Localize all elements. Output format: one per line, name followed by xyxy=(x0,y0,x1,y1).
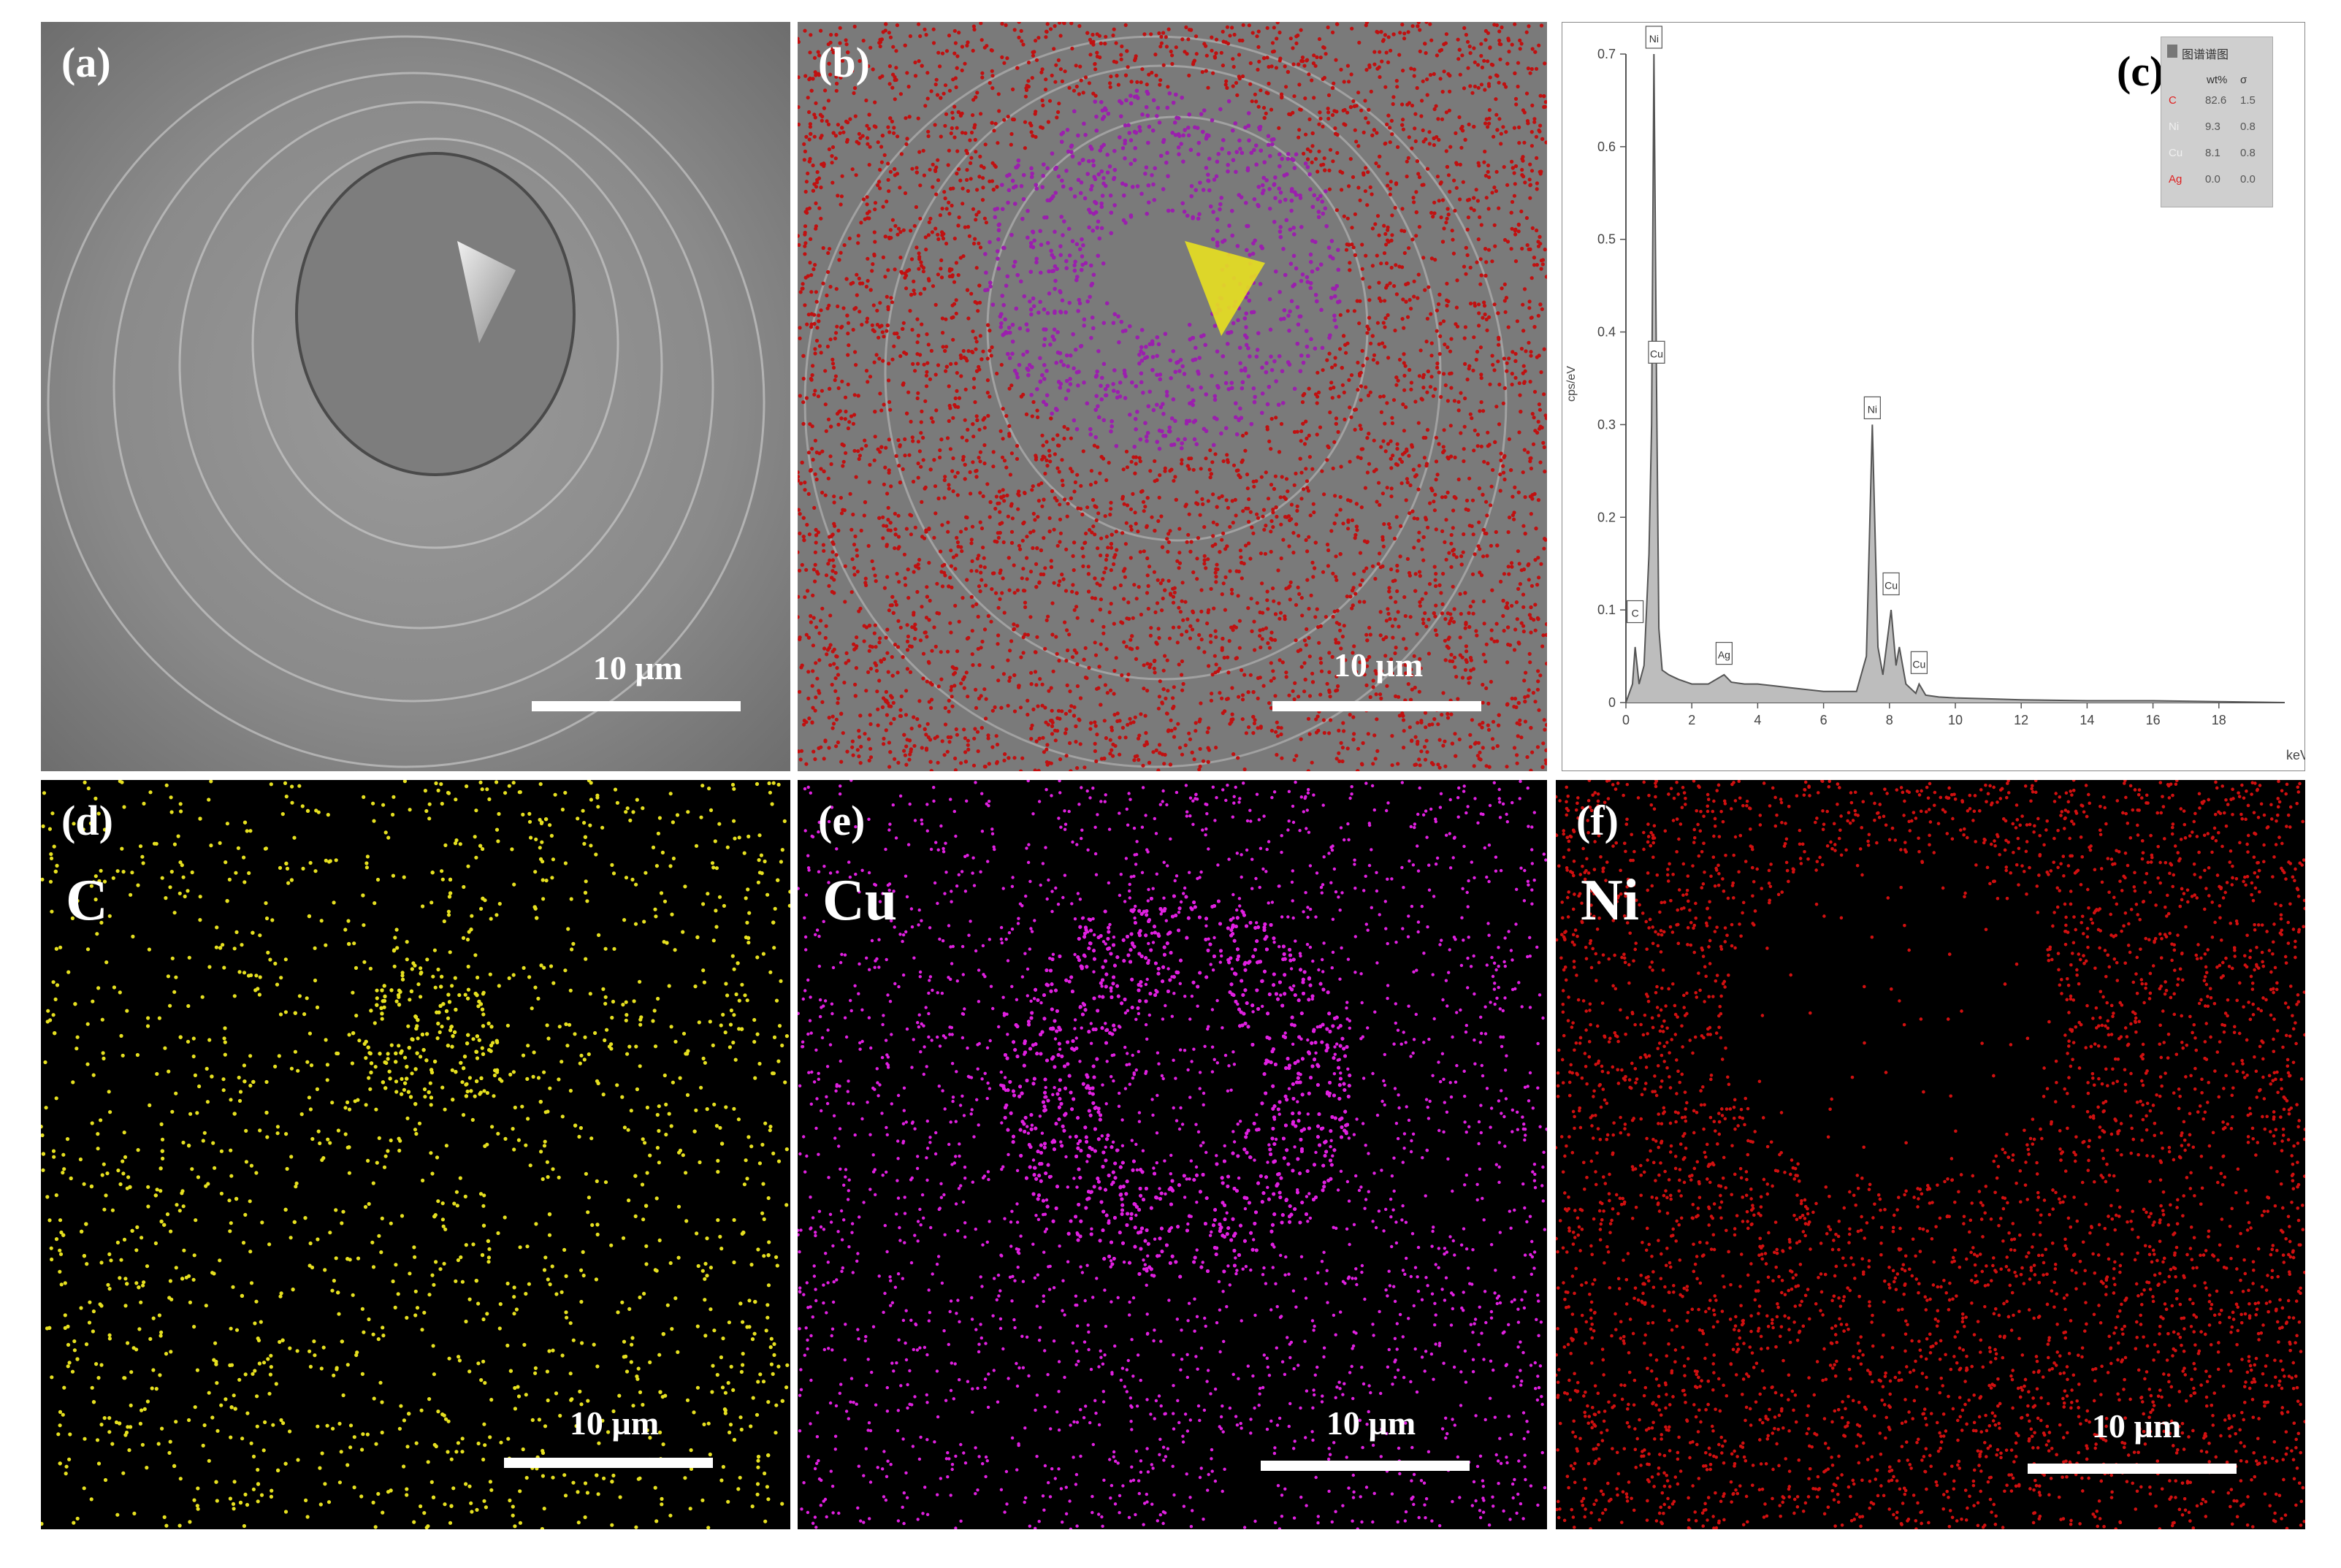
ni-map-image xyxy=(1556,780,2305,1529)
scalebar-label-d: 10 µm xyxy=(508,1404,720,1442)
peak-label: Ni xyxy=(1868,403,1877,415)
x-tick-label: 14 xyxy=(2080,713,2094,727)
peak-label-box xyxy=(1910,651,1928,674)
spectrum-line xyxy=(1625,53,2285,703)
peak-label-box xyxy=(1645,26,1662,49)
y-axis-label: cps/eV xyxy=(1565,366,1578,402)
panel-f-ni-map: (f) Ni 10 µm xyxy=(1556,780,2305,1529)
panel-b-layered-map: (b) 10 µm xyxy=(798,22,1547,771)
panel-a-sem-image: (a) 10 µm xyxy=(41,22,790,771)
scalebar-b xyxy=(1272,701,1481,711)
peak-label: Cu xyxy=(1884,579,1898,591)
legend-wt: 9.3 xyxy=(2205,121,2220,133)
panel-label-b: (b) xyxy=(818,38,870,87)
x-tick-label: 0 xyxy=(1622,713,1630,727)
scalebar-e xyxy=(1261,1461,1470,1471)
legend-wt: 8.1 xyxy=(2205,147,2220,159)
peak-label-box xyxy=(1863,396,1881,420)
element-label-ni: Ni xyxy=(1581,868,1639,934)
panel-label-f: (f) xyxy=(1576,796,1619,845)
panel-e-cu-map: (e) Cu 10 µm xyxy=(798,780,1547,1529)
peak-label: Cu xyxy=(1912,658,1925,670)
legend-swatch xyxy=(2167,45,2177,58)
x-tick-label: 12 xyxy=(2014,713,2028,727)
x-tick-label: 10 xyxy=(1948,713,1963,727)
legend-header-sigma: σ xyxy=(2240,74,2247,86)
peak-label: Cu xyxy=(1650,348,1663,359)
legend-element: C xyxy=(2169,94,2177,107)
cu-map-image xyxy=(798,780,1547,1529)
peak-label-box xyxy=(1648,340,1665,364)
peak-label: Ag xyxy=(1718,649,1730,661)
layered-map-image xyxy=(798,22,1547,771)
panel-label-d: (d) xyxy=(61,796,113,845)
legend-wt: 82.6 xyxy=(2205,94,2226,107)
legend-title: 图谱谱图 xyxy=(2182,45,2229,62)
scalebar-f xyxy=(2028,1464,2237,1474)
x-tick-label: 16 xyxy=(2146,713,2161,727)
legend-sigma: 0.8 xyxy=(2240,147,2256,159)
x-tick-label: 18 xyxy=(2212,713,2226,727)
scalebar-a xyxy=(532,701,741,711)
peak-label-box xyxy=(1715,641,1733,665)
panel-label-e: (e) xyxy=(818,796,865,845)
legend-sigma: 1.5 xyxy=(2240,94,2256,107)
scalebar-d xyxy=(504,1458,713,1468)
peak-label: C xyxy=(1632,608,1639,619)
legend-header-wt: wt% xyxy=(2207,74,2227,86)
peak-label-box xyxy=(1627,600,1644,624)
panel-c-spectrum: 0 2 4 6 8 10 12 14 16 18 0 0.1 0.2 0.3 0.4 0.5 0.6 0.7 Ni… xyxy=(1562,22,2305,771)
legend-sigma: 0.0 xyxy=(2240,173,2256,186)
y-tick-label: 0.1 xyxy=(1597,603,1616,617)
scalebar-label-f: 10 µm xyxy=(2031,1407,2242,1445)
legend-sigma: 0.8 xyxy=(2240,121,2256,133)
y-tick-label: 0.5 xyxy=(1597,232,1616,247)
legend-element: Cu xyxy=(2169,147,2182,159)
x-tick-label: 4 xyxy=(1754,713,1761,727)
legend-wt: 0.0 xyxy=(2205,173,2220,186)
x-tick-label: 6 xyxy=(1820,713,1828,727)
scalebar-label-a: 10 µm xyxy=(532,649,744,687)
panel-label-a: (a) xyxy=(61,38,111,87)
c-map-image xyxy=(41,780,790,1529)
panel-label-c: (c) xyxy=(2117,47,2164,96)
scalebar-label-b: 10 µm xyxy=(1272,646,1484,684)
scalebar-label-e: 10 µm xyxy=(1265,1404,1477,1442)
x-tick-label: 2 xyxy=(1688,713,1695,727)
sem-image xyxy=(41,22,790,771)
x-axis-label: keV xyxy=(2286,748,2305,762)
y-tick-label: 0.7 xyxy=(1597,47,1616,61)
y-tick-label: 0.4 xyxy=(1597,325,1616,340)
y-tick-label: 0.3 xyxy=(1597,417,1616,432)
legend-element: Ag xyxy=(2169,173,2182,186)
chart-legend: 图谱谱图 wt% σ C 82.6 1.5 Ni 9.3 0.8 Cu 8.1 0.8 Ag 0.0… xyxy=(2161,37,2273,207)
legend-element: Ni xyxy=(2169,121,2179,133)
x-tick-label: 8 xyxy=(1886,713,1893,727)
peak-label-box xyxy=(1882,572,1900,596)
y-tick-label: 0.6 xyxy=(1597,139,1616,154)
y-tick-label: 0 xyxy=(1608,695,1616,710)
element-label-cu: Cu xyxy=(822,868,897,934)
y-tick-label: 0.2 xyxy=(1597,510,1616,524)
peak-label: Ni xyxy=(1649,33,1659,45)
panel-d-c-map: (d) C 10 µm xyxy=(41,780,790,1529)
element-label-c: C xyxy=(66,868,108,934)
